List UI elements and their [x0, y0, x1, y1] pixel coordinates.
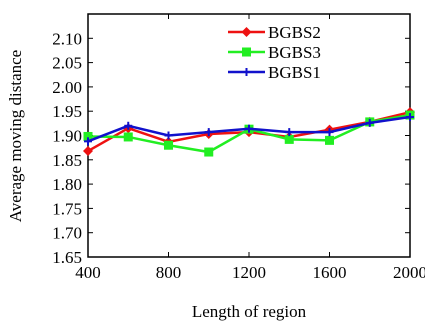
x-tick-label: 400 [75, 263, 101, 282]
data-point [84, 137, 92, 146]
x-tick-label: 2000 [393, 263, 425, 282]
data-point [83, 131, 93, 141]
data-point [285, 128, 294, 137]
y-tick-label: 2.05 [52, 54, 82, 73]
x-axis-title: Length of region [192, 302, 307, 321]
series-layer [83, 107, 415, 157]
x-tick-label: 1600 [313, 263, 347, 282]
y-tick-label: 2.10 [52, 29, 82, 48]
legend-label: BGBS2 [268, 23, 321, 42]
y-axis: 1.65 1.70 1.75 1.80 1.85 1.90 1.95 2.00 2.05 2.10 [52, 29, 410, 267]
y-tick-label: 1.65 [52, 248, 82, 267]
x-tick-label: 800 [156, 263, 182, 282]
x-axis: 400 800 1200 1600 2000 [75, 14, 425, 282]
data-point [164, 131, 173, 140]
y-axis-title: Average moving distance [6, 50, 25, 222]
data-point [164, 140, 173, 150]
series-bgbs3 [83, 110, 415, 157]
legend-marker [242, 47, 251, 57]
legend-item: BGBS2 [228, 23, 321, 42]
series-bgbs1 [84, 113, 414, 146]
data-point [204, 128, 213, 137]
data-point [204, 147, 214, 157]
data-point [245, 124, 253, 133]
y-tick-label: 2.00 [52, 78, 82, 97]
y-tick-label: 1.90 [52, 127, 82, 146]
legend-label: BGBS1 [268, 63, 321, 82]
legend-marker [241, 27, 252, 37]
x-tick-label: 1200 [232, 263, 266, 282]
y-tick-label: 1.80 [52, 175, 82, 194]
y-tick-label: 1.70 [52, 224, 82, 243]
data-point [365, 118, 374, 127]
legend-marker [242, 68, 251, 76]
y-tick-label: 1.95 [52, 102, 82, 121]
y-tick-label: 1.85 [52, 151, 82, 170]
y-tick-label: 1.75 [52, 199, 82, 218]
legend-item: BGBS1 [228, 63, 321, 82]
data-point [325, 135, 334, 145]
data-point [83, 146, 93, 157]
legend-item: BGBS3 [228, 43, 321, 62]
data-point [123, 132, 133, 142]
data-point [284, 134, 294, 144]
data-point [325, 128, 334, 137]
legend-label: BGBS3 [268, 43, 321, 62]
data-point [124, 121, 133, 130]
data-point [406, 113, 414, 122]
